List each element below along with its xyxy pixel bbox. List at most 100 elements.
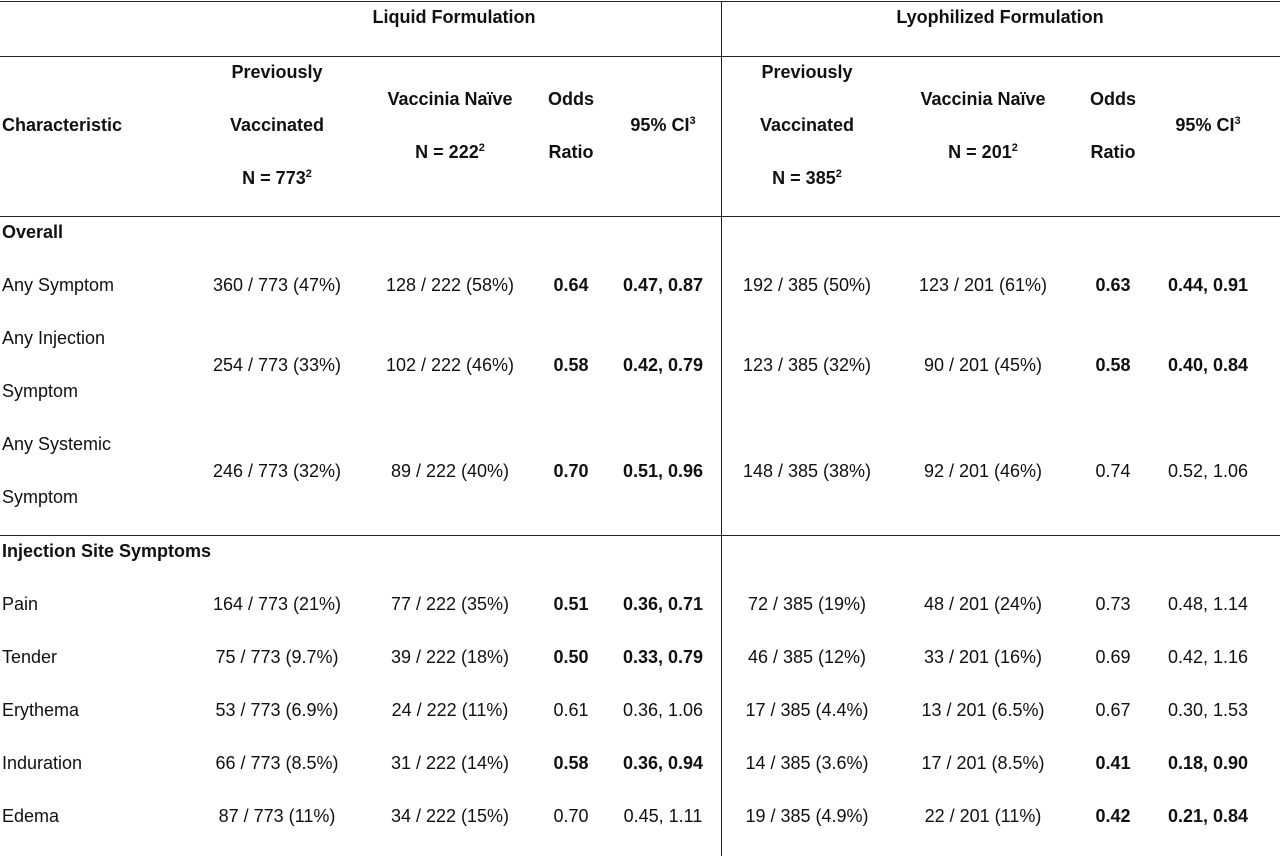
cell-liquid-odds-ratio: 0.58 — [553, 753, 589, 773]
cell-lyophilized-odds-ratio: 0.67 — [1095, 700, 1131, 720]
cell-lyophilized-odds-ratio: 0.74 — [1095, 460, 1131, 481]
cell-liquid-odds-ratio: 0.64 — [553, 275, 589, 295]
row-label: Erythema — [2, 700, 80, 720]
cell-liquid-vaccinia-naive: 31 / 222 (14%) — [390, 753, 510, 773]
header-liq-95-ci: 95% CI3 — [630, 115, 696, 135]
cell-liquid-95-ci: 0.51, 0.96 — [622, 460, 704, 481]
row-label: Any Injection — [2, 328, 106, 348]
cell-liquid-odds-ratio: 0.70 — [553, 460, 589, 481]
cell-lyophilized-vaccinia-naive: 92 / 201 (46%) — [923, 460, 1043, 481]
cell-lyophilized-previously-vaccinated: 72 / 385 (19%) — [747, 594, 867, 614]
cell-lyophilized-previously-vaccinated: 123 / 385 (32%) — [742, 354, 872, 375]
cell-lyophilized-95-ci: 0.44, 0.91 — [1167, 275, 1249, 295]
cell-liquid-95-ci: 0.33, 0.79 — [622, 647, 704, 667]
section-title: Injection Site Symptoms — [2, 541, 212, 561]
header-liq-previously-vaccinated-n: N = 7732 — [242, 168, 312, 188]
cell-lyophilized-previously-vaccinated: 19 / 385 (4.9%) — [745, 806, 869, 826]
header-lyo-previously-vaccinated: Vaccinated — [759, 115, 855, 135]
row-label: Symptom — [2, 381, 79, 401]
cell-liquid-95-ci: 0.47, 0.87 — [622, 275, 704, 295]
group-header-liquid: Liquid Formulation — [372, 7, 536, 27]
cell-lyophilized-95-ci: 0.30, 1.53 — [1167, 700, 1249, 720]
column-header-rule — [0, 216, 1280, 217]
cell-lyophilized-95-ci: 0.21, 0.84 — [1167, 806, 1249, 826]
cell-lyophilized-vaccinia-naive: 17 / 201 (8.5%) — [921, 753, 1045, 773]
header-lyo-previously-vaccinated-n: N = 3852 — [772, 168, 842, 188]
cell-liquid-vaccinia-naive: 102 / 222 (46%) — [385, 354, 515, 375]
cell-liquid-previously-vaccinated: 254 / 773 (33%) — [212, 354, 342, 375]
cell-liquid-previously-vaccinated: 164 / 773 (21%) — [212, 594, 342, 614]
cell-lyophilized-previously-vaccinated: 17 / 385 (4.4%) — [745, 700, 869, 720]
header-liq-previously-vaccinated: Vaccinated — [229, 115, 325, 135]
cell-lyophilized-previously-vaccinated: 14 / 385 (3.6%) — [745, 753, 869, 773]
cell-liquid-95-ci: 0.45, 1.11 — [623, 806, 703, 826]
header-characteristic: Characteristic — [2, 115, 123, 135]
header-liq-vaccinia-naive: Vaccinia Naïve — [387, 89, 513, 109]
cell-liquid-previously-vaccinated: 360 / 773 (47%) — [212, 275, 342, 295]
cell-liquid-odds-ratio: 0.70 — [553, 806, 589, 826]
cell-liquid-95-ci: 0.36, 1.06 — [622, 700, 704, 720]
cell-lyophilized-odds-ratio: 0.63 — [1095, 275, 1131, 295]
cell-liquid-odds-ratio: 0.58 — [553, 354, 589, 375]
header-liq-odds-ratio: Odds — [547, 89, 595, 109]
table-top-rule — [0, 1, 1280, 2]
header-lyo-95-ci: 95% CI3 — [1175, 115, 1241, 135]
header-liq-vaccinia-naive-n: N = 2222 — [415, 142, 485, 162]
cell-liquid-vaccinia-naive: 24 / 222 (11%) — [391, 700, 509, 720]
cell-liquid-odds-ratio: 0.50 — [553, 647, 589, 667]
row-label: Induration — [2, 753, 83, 773]
cell-lyophilized-95-ci: 0.48, 1.14 — [1167, 594, 1249, 614]
cell-liquid-previously-vaccinated: 246 / 773 (32%) — [212, 460, 342, 481]
section-divider-rule — [0, 535, 1280, 536]
cell-lyophilized-odds-ratio: 0.69 — [1095, 647, 1131, 667]
header-liq-odds-ratio: Ratio — [548, 142, 594, 162]
cell-lyophilized-95-ci: 0.40, 0.84 — [1167, 354, 1249, 375]
header-lyo-odds-ratio: Odds — [1089, 89, 1137, 109]
cell-lyophilized-previously-vaccinated: 148 / 385 (38%) — [742, 460, 872, 481]
cell-lyophilized-odds-ratio: 0.73 — [1095, 594, 1131, 614]
cell-lyophilized-vaccinia-naive: 13 / 201 (6.5%) — [921, 700, 1045, 720]
cell-lyophilized-odds-ratio: 0.41 — [1095, 753, 1131, 773]
row-label: Any Symptom — [2, 275, 115, 295]
cell-lyophilized-vaccinia-naive: 90 / 201 (45%) — [923, 354, 1043, 375]
row-label: Edema — [2, 806, 60, 826]
header-lyo-vaccinia-naive-n: N = 2012 — [948, 142, 1018, 162]
cell-liquid-vaccinia-naive: 39 / 222 (18%) — [390, 647, 510, 667]
cell-liquid-previously-vaccinated: 87 / 773 (11%) — [218, 806, 336, 826]
header-lyo-vaccinia-naive: Vaccinia Naïve — [920, 89, 1046, 109]
row-label: Pain — [2, 594, 39, 614]
group-header-lyophilized: Lyophilized Formulation — [896, 7, 1104, 27]
header-liq-previously-vaccinated: Previously — [231, 62, 323, 82]
cell-liquid-odds-ratio: 0.51 — [553, 594, 589, 614]
cell-liquid-vaccinia-naive: 34 / 222 (15%) — [390, 806, 510, 826]
cell-liquid-95-ci: 0.42, 0.79 — [622, 354, 704, 375]
cell-liquid-95-ci: 0.36, 0.94 — [622, 753, 704, 773]
section-title: Overall — [2, 222, 64, 242]
cell-liquid-previously-vaccinated: 66 / 773 (8.5%) — [215, 753, 339, 773]
cell-lyophilized-previously-vaccinated: 46 / 385 (12%) — [747, 647, 867, 667]
cell-lyophilized-vaccinia-naive: 48 / 201 (24%) — [923, 594, 1043, 614]
cell-liquid-odds-ratio: 0.61 — [553, 700, 589, 720]
cell-liquid-previously-vaccinated: 75 / 773 (9.7%) — [215, 647, 339, 667]
cell-lyophilized-95-ci: 0.52, 1.06 — [1167, 460, 1249, 481]
cell-lyophilized-95-ci: 0.42, 1.16 — [1167, 647, 1249, 667]
header-lyo-previously-vaccinated: Previously — [761, 62, 853, 82]
row-label: Any Systemic — [2, 434, 112, 454]
cell-lyophilized-vaccinia-naive: 33 / 201 (16%) — [923, 647, 1043, 667]
cell-lyophilized-previously-vaccinated: 192 / 385 (50%) — [742, 275, 872, 295]
cell-lyophilized-95-ci: 0.18, 0.90 — [1167, 753, 1249, 773]
cell-liquid-vaccinia-naive: 89 / 222 (40%) — [390, 460, 510, 481]
cell-lyophilized-odds-ratio: 0.58 — [1095, 354, 1131, 375]
cell-liquid-vaccinia-naive: 128 / 222 (58%) — [385, 275, 515, 295]
cell-lyophilized-vaccinia-naive: 123 / 201 (61%) — [918, 275, 1048, 295]
cell-liquid-vaccinia-naive: 77 / 222 (35%) — [390, 594, 510, 614]
cell-lyophilized-vaccinia-naive: 22 / 201 (11%) — [924, 806, 1042, 826]
row-label: Symptom — [2, 487, 79, 507]
group-header-rule — [0, 56, 1280, 57]
cell-liquid-previously-vaccinated: 53 / 773 (6.9%) — [215, 700, 339, 720]
cell-lyophilized-odds-ratio: 0.42 — [1095, 806, 1131, 826]
header-lyo-odds-ratio: Ratio — [1090, 142, 1136, 162]
formulation-divider — [721, 1, 722, 856]
cell-liquid-95-ci: 0.36, 0.71 — [622, 594, 704, 614]
row-label: Tender — [2, 647, 58, 667]
